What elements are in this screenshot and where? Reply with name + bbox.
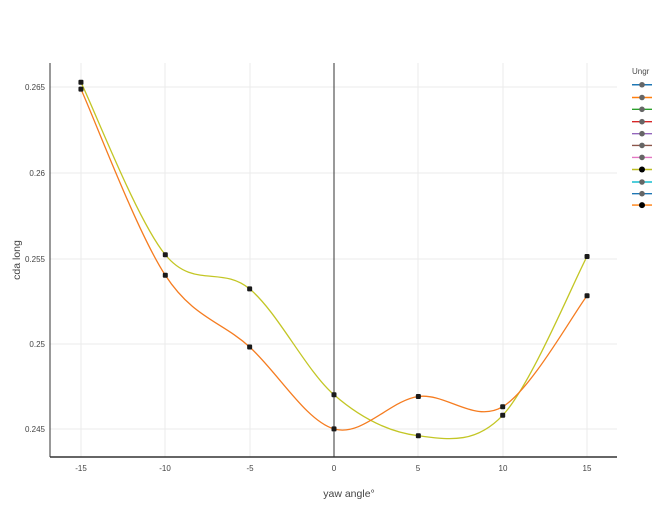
svg-text:-15: -15 [75, 464, 87, 473]
svg-text:-5: -5 [246, 464, 254, 473]
svg-text:yaw angle°: yaw angle° [323, 488, 374, 500]
svg-text:-10: -10 [159, 464, 171, 473]
svg-text:0.26: 0.26 [29, 169, 45, 178]
svg-text:0.265: 0.265 [25, 83, 46, 92]
svg-text:0.255: 0.255 [25, 255, 46, 264]
svg-text:10: 10 [499, 464, 508, 473]
svg-text:Ungr: Ungr [632, 67, 650, 76]
svg-text:0.25: 0.25 [29, 340, 45, 349]
svg-text:cda long: cda long [11, 240, 23, 280]
svg-text:15: 15 [583, 464, 592, 473]
svg-text:0: 0 [332, 464, 337, 473]
svg-text:0.245: 0.245 [25, 425, 46, 434]
svg-text:5: 5 [416, 464, 421, 473]
